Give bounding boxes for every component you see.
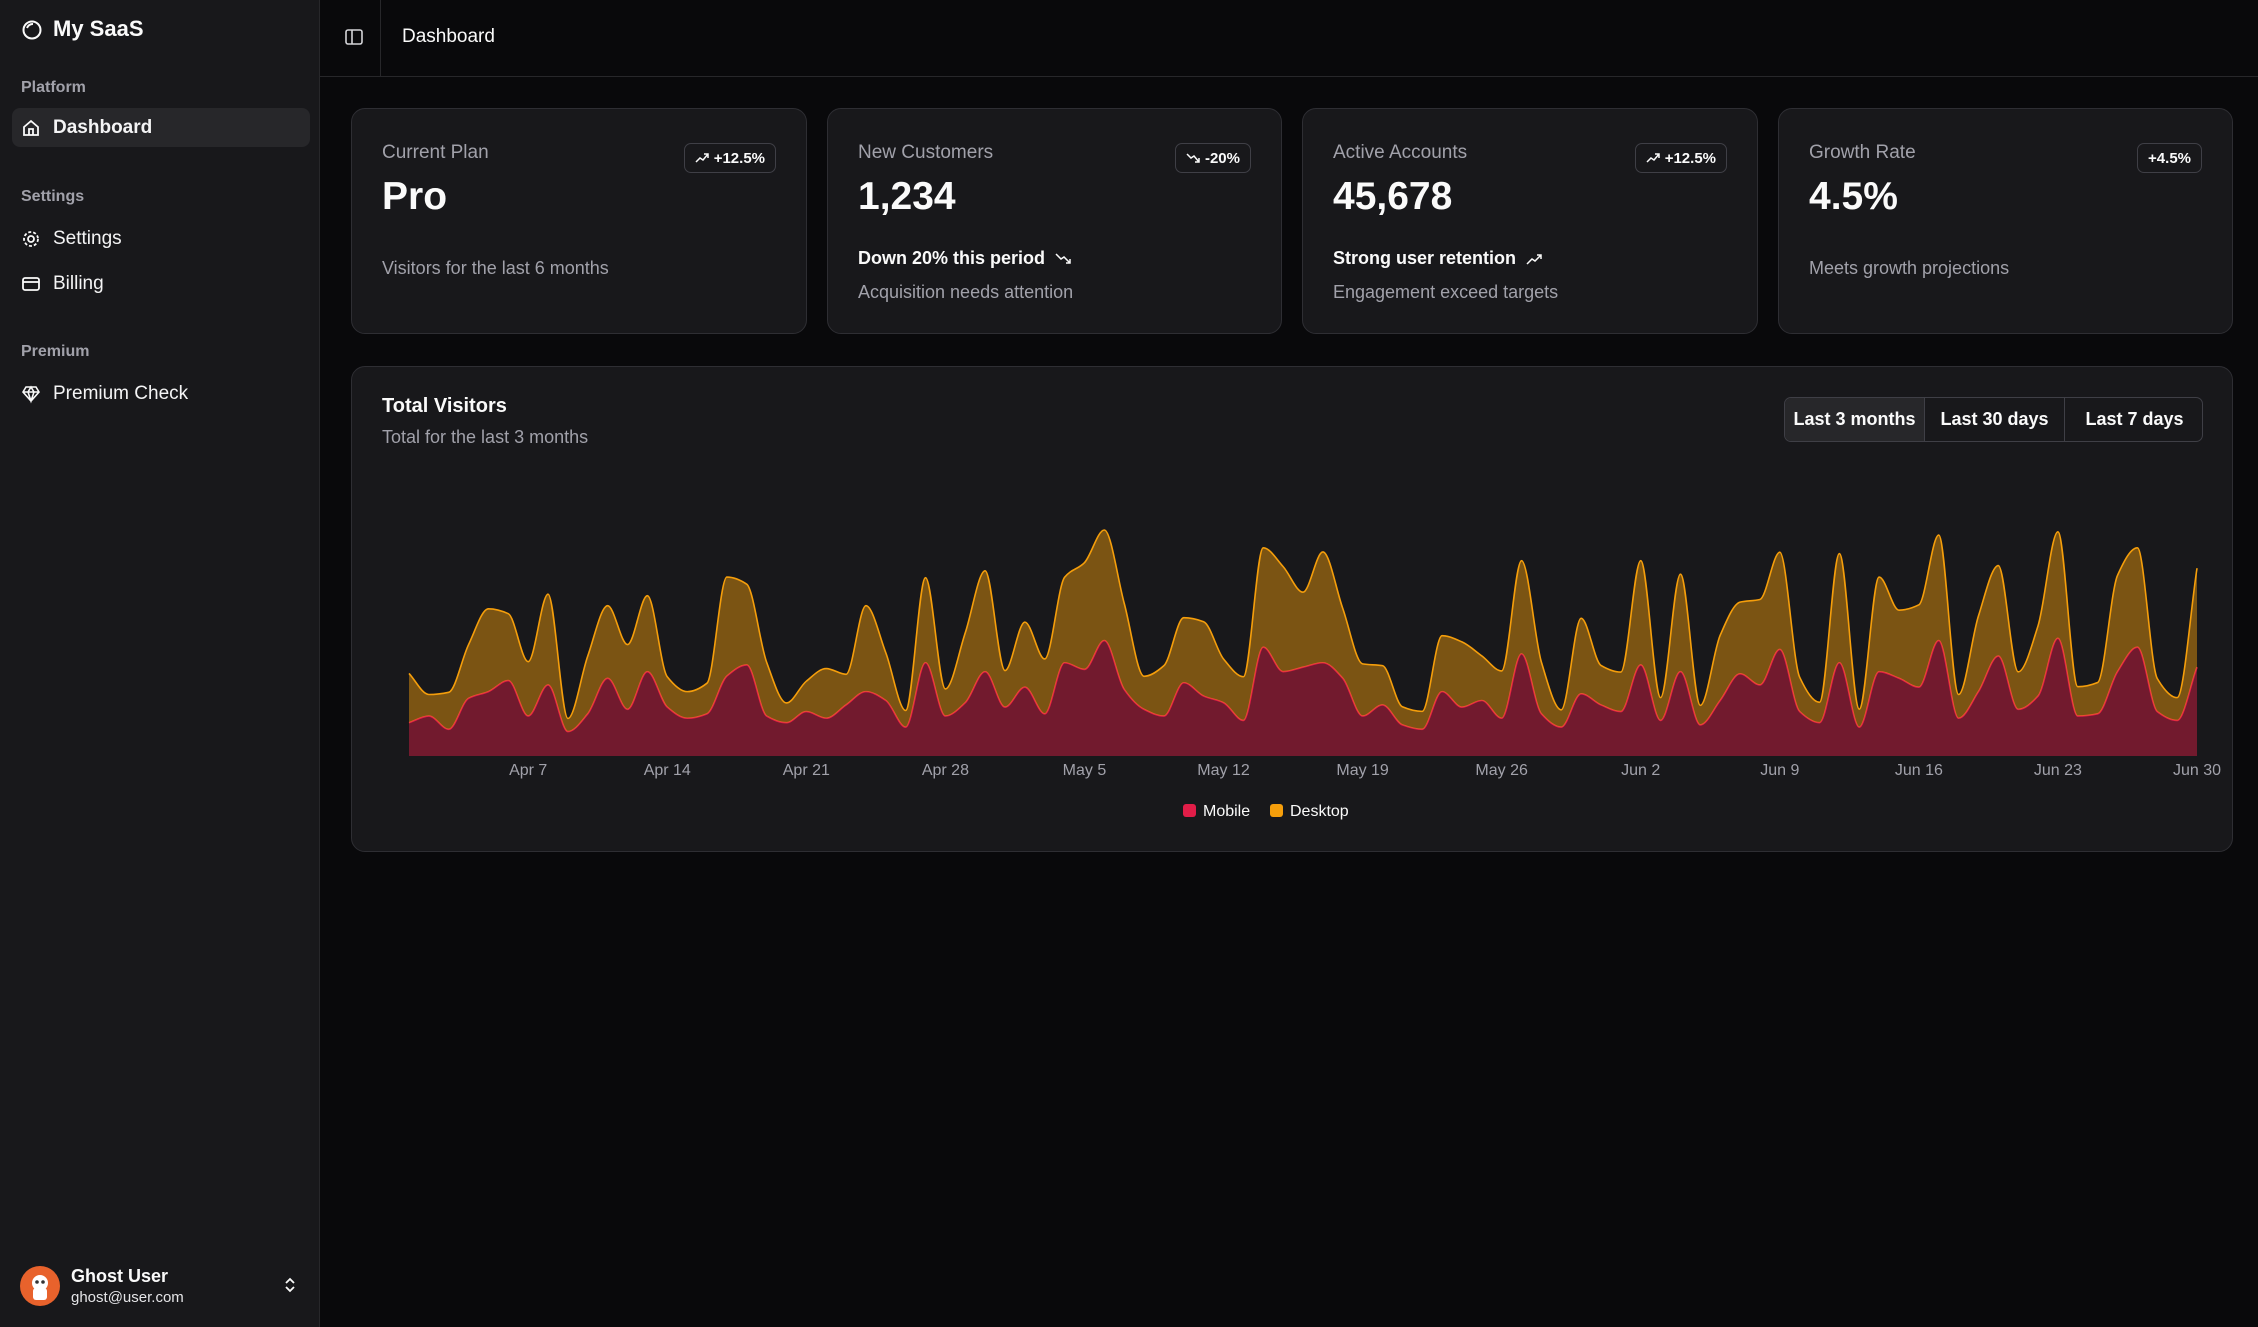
headline-text: Strong user retention [1333, 248, 1517, 268]
badge: +4.5% [2137, 143, 2202, 173]
card-label: Active Accounts [1333, 142, 1468, 163]
group-label: Settings [21, 188, 85, 205]
badge: +12.5% [1634, 143, 1727, 173]
legend-swatch [1183, 804, 1196, 817]
badge-text: +12.5% [1664, 149, 1716, 167]
card-label: Current Plan [382, 142, 489, 163]
area [409, 638, 2197, 756]
x-tick-label: Apr 7 [509, 762, 547, 779]
nav-item[interactable]: Premium Check [12, 374, 310, 413]
chart-title: Total Visitors [382, 395, 507, 417]
nav-item[interactable]: Dashboard [12, 108, 310, 147]
x-tick-label: Jun 30 [2173, 762, 2221, 779]
x-tick-label: Apr 28 [922, 762, 969, 779]
stat-card: New Customers -20% 1,234 Down 20% this p… [827, 108, 1282, 334]
sidebar: My SaaS Platform Dashboard Settings Sett… [0, 0, 320, 1327]
nav-item[interactable]: Billing [12, 264, 310, 303]
card-value: Pro [382, 175, 448, 218]
card-description: Acquisition needs attention [858, 282, 1074, 302]
group-label: Premium [21, 343, 90, 360]
tab[interactable]: Last 30 days [1924, 398, 2064, 441]
sidebar-toggle[interactable] [344, 27, 364, 47]
card-label: New Customers [858, 142, 994, 163]
card-value: 1,234 [858, 175, 956, 218]
badge: -20% [1174, 143, 1251, 173]
chart: Apr 7 Apr 14 Apr 21 Apr 28 May 5 May 12 May 19… [408, 529, 2221, 820]
tab[interactable]: Last 3 months [1785, 398, 1924, 441]
card-headline: Down 20% this period [858, 248, 1073, 269]
card-value: 4.5% [1809, 175, 1898, 218]
icon [22, 384, 40, 404]
stat-card: Current Plan +12.5% Pro Visitors for the… [351, 108, 807, 334]
x-tick-label: Apr 14 [644, 762, 691, 779]
nav-item[interactable]: Settings [12, 219, 310, 258]
stat-card: Active Accounts +12.5% 45,678 Strong use… [1302, 108, 1758, 334]
x-tick-label: Jun 2 [1621, 762, 1660, 779]
card-description: Visitors for the last 6 months [382, 258, 609, 278]
x-tick-label: May 12 [1197, 762, 1250, 779]
brand-icon [22, 20, 42, 40]
nav-label: Settings [53, 227, 122, 249]
legend-swatch [1270, 804, 1283, 817]
x-tick-label: Jun 16 [1895, 762, 1943, 779]
badge-text: -20% [1204, 149, 1240, 167]
area [409, 530, 2197, 732]
user-email: ghost@user.com [71, 1289, 184, 1306]
headline-text: Down 20% this period [858, 248, 1046, 268]
x-tick-label: Apr 21 [783, 762, 830, 779]
card-value: 45,678 [1333, 175, 1453, 218]
nav-label: Premium Check [53, 382, 189, 404]
badge-text: +12.5% [713, 149, 765, 167]
x-tick-label: May 26 [1475, 762, 1528, 779]
card-description: Meets growth projections [1809, 258, 2010, 278]
nav-label: Dashboard [53, 116, 153, 138]
legend-label: Mobile [1203, 803, 1250, 820]
area-line [408, 529, 2198, 720]
chart-subtitle: Total for the last 3 months [382, 427, 589, 447]
card-label: Growth Rate [1809, 142, 1916, 163]
x-tick-label: May 5 [1063, 762, 1107, 779]
card-description: Engagement exceed targets [1333, 282, 1559, 302]
area-line [408, 637, 2198, 733]
avatar[interactable] [20, 1266, 60, 1306]
x-tick-label: May 19 [1336, 762, 1389, 779]
x-tick-label: Jun 9 [1760, 762, 1799, 779]
icon [22, 276, 40, 291]
icon [23, 119, 39, 136]
stat-card: Growth Rate +4.5% 4.5% Meets growth proj… [1778, 108, 2233, 334]
user-menu-toggle[interactable] [280, 1275, 300, 1295]
group-label: Platform [21, 79, 86, 96]
range-tabs: Last 3 months Last 30 days Last 7 days [1784, 397, 2203, 442]
header: Dashboard [320, 0, 2258, 77]
user-name: Ghost User [71, 1266, 169, 1286]
x-tick-label: Jun 23 [2034, 762, 2082, 779]
page-title: Dashboard [402, 26, 495, 47]
nav-label: Billing [53, 272, 104, 294]
legend-label: Desktop [1290, 803, 1349, 820]
brand[interactable]: My SaaS [53, 16, 144, 41]
tab[interactable]: Last 7 days [2064, 398, 2202, 441]
separator [380, 0, 381, 76]
card-headline: Strong user retention [1333, 248, 1544, 269]
icon [23, 230, 39, 247]
chart-card: Total Visitors Total for the last 3 mont… [351, 366, 2233, 852]
badge: +12.5% [683, 143, 776, 173]
badge-text: +4.5% [2148, 149, 2191, 167]
